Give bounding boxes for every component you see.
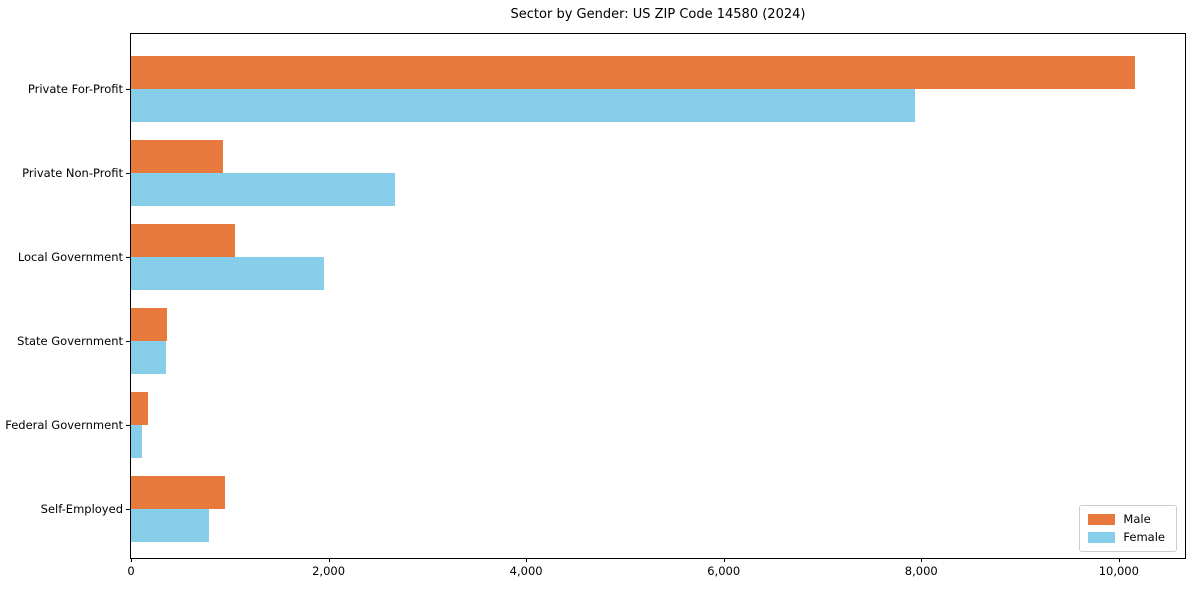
y-tick-mark <box>126 341 130 342</box>
bar-male-4 <box>131 308 167 341</box>
x-tick-mark <box>328 558 330 562</box>
bar-female-5 <box>131 425 142 458</box>
x-tick-mark <box>526 558 528 562</box>
y-tick-label: Self-Employed <box>40 502 123 516</box>
bar-female-6 <box>131 509 209 542</box>
legend-entry-male: Male <box>1088 513 1165 526</box>
y-tick-label: State Government <box>17 334 123 348</box>
x-tick-label: 8,000 <box>904 564 938 578</box>
y-tick-mark <box>126 425 130 426</box>
bar-female-1 <box>131 89 915 122</box>
bar-female-2 <box>131 173 396 206</box>
y-tick-mark <box>126 509 130 510</box>
legend-swatch-male <box>1088 514 1116 525</box>
legend: Male Female <box>1079 505 1177 552</box>
y-tick-label: Private For-Profit <box>27 82 123 96</box>
y-tick-label: Local Government <box>17 250 123 264</box>
y-tick-mark <box>126 257 130 258</box>
x-tick-label: 6,000 <box>707 564 741 578</box>
x-tick-mark <box>1118 558 1120 562</box>
bar-male-6 <box>131 476 225 509</box>
x-tick-mark <box>131 558 132 562</box>
y-tick-label: Private Non-Profit <box>22 166 123 180</box>
y-tick-mark <box>126 89 130 90</box>
y-tick-label: Federal Government <box>5 418 123 432</box>
y-tick-mark <box>126 173 130 174</box>
x-tick-mark <box>921 558 923 562</box>
bar-male-2 <box>131 140 223 173</box>
bar-male-5 <box>131 392 149 425</box>
bar-female-3 <box>131 257 325 290</box>
x-tick-label: 4,000 <box>509 564 543 578</box>
x-tick-label: 10,000 <box>1098 564 1139 578</box>
legend-swatch-female <box>1088 532 1116 543</box>
legend-entry-female: Female <box>1088 531 1165 544</box>
chart-title: Sector by Gender: US ZIP Code 14580 (202… <box>510 7 806 22</box>
x-tick-mark <box>723 558 725 562</box>
plot-area: Private For-Profit Private Non-Profit Loca… <box>5 33 1186 578</box>
x-tick-label: 0 <box>127 564 135 578</box>
legend-label: Female <box>1123 530 1165 544</box>
x-tick-label: 2,000 <box>312 564 346 578</box>
bar-male-1 <box>131 56 1135 89</box>
legend-label: Male <box>1123 512 1151 526</box>
bar-male-3 <box>131 224 235 257</box>
bar-female-4 <box>131 341 166 374</box>
